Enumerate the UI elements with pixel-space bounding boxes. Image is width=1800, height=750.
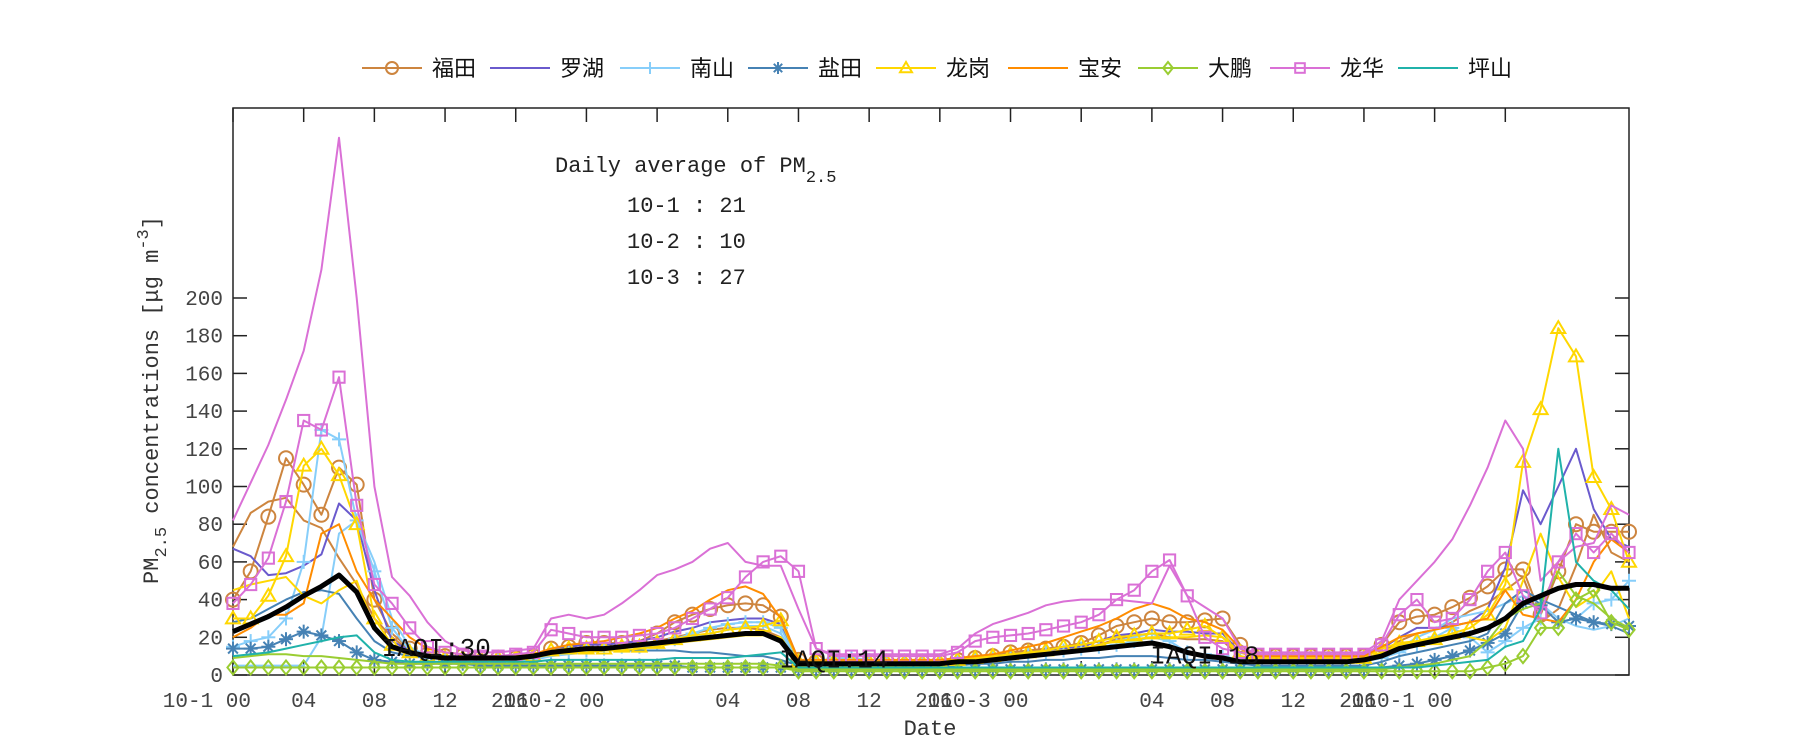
legend-item: 盐田 <box>748 57 862 82</box>
x-axis-label: Date <box>904 717 957 742</box>
series-平均 <box>232 572 1629 667</box>
legend-item: 宝安 <box>1008 57 1122 82</box>
y-tick-label: 140 <box>185 402 223 425</box>
legend-label: 罗湖 <box>560 57 604 82</box>
legend-item: 罗湖 <box>490 57 604 82</box>
y-tick-label: 120 <box>185 440 223 463</box>
y-tick-label: 200 <box>185 289 223 312</box>
iaqi-label: IAQI:14 <box>779 645 888 675</box>
y-tick-label: 100 <box>185 478 223 501</box>
legend-label: 坪山 <box>1468 57 1512 82</box>
series-坪山 <box>232 447 1630 669</box>
x-tick-label: 2010-1 00 <box>1339 691 1452 714</box>
x-tick-label: 08 <box>362 691 387 714</box>
legend-label: 龙岗 <box>946 57 990 82</box>
daily-average-line: 10-1 : 21 <box>627 194 746 219</box>
legend-label: 南山 <box>690 57 734 82</box>
x-tick-label: 16 <box>927 691 952 714</box>
x-tick-label: 10-1 00 <box>163 691 251 714</box>
legend-label: 盐田 <box>818 57 862 82</box>
y-tick-label: 160 <box>185 364 223 387</box>
legend-item: 坪山 <box>1398 57 1512 82</box>
y-tick-label: 80 <box>198 515 223 538</box>
legend-item: 福田 <box>362 57 476 82</box>
x-tick-label: 12 <box>1281 691 1306 714</box>
svg-text:PM2.5 concentrations [μg m-3]: PM2.5 concentrations [μg m-3] <box>135 216 172 584</box>
x-tick-label: 08 <box>786 691 811 714</box>
x-tick-label: 12 <box>432 691 457 714</box>
annotations: Daily average of PM2.5 10-1 : 21 10-2 : 10… <box>382 154 1260 675</box>
legend-label: 福田 <box>432 57 476 82</box>
plot-area-frame <box>232 107 1630 676</box>
y-axis: 0 20 40 60 80 100 120 140 160 180 200 <box>185 289 1629 689</box>
y-tick-label: 0 <box>210 666 223 689</box>
x-tick-label: 16 <box>1351 691 1376 714</box>
legend: 福田 罗湖 南山 盐田 龙岗 宝安 大鹏 龙华 坪山 <box>362 57 1512 82</box>
x-tick-label: 12 <box>857 691 882 714</box>
y-tick-label: 20 <box>198 628 223 651</box>
x-tick-label: 2010-2 00 <box>491 691 604 714</box>
series-layer <box>224 136 1638 680</box>
y-tick-label: 60 <box>198 553 223 576</box>
y-axis-label: PM2.5 concentrations [μg m-3] <box>135 216 172 584</box>
daily-average-line: 10-3 : 27 <box>627 266 746 291</box>
x-tick-label: 2010-3 00 <box>915 691 1028 714</box>
x-tick-label: 04 <box>291 691 316 714</box>
y-tick-label: 40 <box>198 591 223 614</box>
series-龙华-line <box>232 136 1630 656</box>
x-tick-label: 16 <box>503 691 528 714</box>
iaqi-label: IAQI:30 <box>382 634 491 664</box>
legend-item: 龙岗 <box>876 57 990 82</box>
x-tick-label: 08 <box>1210 691 1235 714</box>
series-罗湖 <box>232 447 1630 663</box>
x-tick-label: 04 <box>1139 691 1164 714</box>
iaqi-label: IAQI:18 <box>1150 642 1259 672</box>
daily-average-title: Daily average of PM2.5 <box>555 154 836 188</box>
legend-label: 大鹏 <box>1208 57 1252 82</box>
legend-item: 大鹏 <box>1138 57 1252 82</box>
x-tick-label: 04 <box>715 691 740 714</box>
y-tick-label: 180 <box>185 327 223 350</box>
legend-item: 龙华 <box>1270 57 1384 82</box>
legend-label: 宝安 <box>1078 57 1122 82</box>
daily-average-line: 10-2 : 10 <box>627 230 746 255</box>
legend-item: 南山 <box>620 57 734 82</box>
legend-label: 龙华 <box>1340 57 1384 82</box>
